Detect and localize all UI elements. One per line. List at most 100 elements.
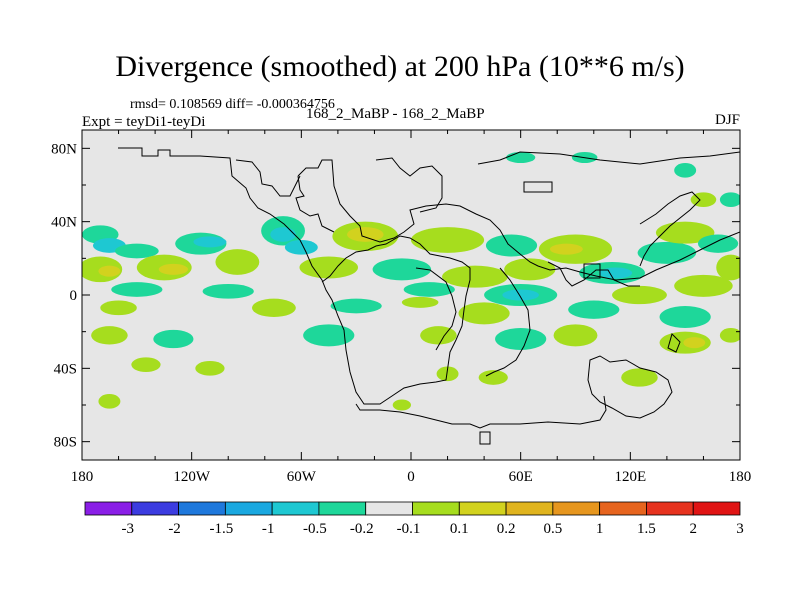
- divergence-region-11: [485, 234, 538, 257]
- colorbar-label: -1: [262, 521, 275, 537]
- colorbar-swatch: [505, 501, 554, 516]
- divergence-region-48: [553, 324, 598, 347]
- divergence-region-43: [91, 326, 128, 345]
- case-label: 168_2_MaBP - 168_2_MaBP: [306, 106, 485, 122]
- africa-west-outline: [415, 267, 457, 351]
- x-tick-label: 120W: [173, 469, 211, 485]
- colorbar-label: -3: [122, 521, 135, 537]
- canadian-archipelago-outline: [235, 159, 301, 197]
- chart-title: Divergence (smoothed) at 200 hPa (10**6 …: [115, 50, 685, 83]
- divergence-region-7: [284, 240, 318, 255]
- divergence-region-50: [683, 337, 706, 349]
- colorbar-swatch: [131, 501, 179, 516]
- indochina-outline: [583, 263, 601, 279]
- colorbar-label: -1.5: [209, 521, 233, 537]
- divergence-region-28: [599, 267, 633, 279]
- colorbar-label: -0.2: [350, 521, 374, 537]
- colorbar-swatch: [84, 501, 133, 516]
- new-guinea-outline: [667, 333, 681, 353]
- divergence-region-21: [158, 263, 189, 275]
- colorbar-swatch: [178, 501, 226, 516]
- divergence-region-52: [131, 357, 161, 372]
- divergence-region-15: [655, 221, 715, 244]
- colorbar-swatch: [692, 501, 741, 516]
- experiment-label: Expt = teyDi1-teyDi: [82, 114, 206, 130]
- divergence-region-58: [392, 399, 411, 411]
- colorbar-label: -0.5: [303, 521, 327, 537]
- divergence-region-32: [403, 282, 455, 297]
- divergence-region-55: [478, 370, 508, 385]
- colorbar-swatch: [599, 501, 647, 516]
- divergence-region-17: [716, 254, 740, 281]
- south-asia-outline: [547, 261, 640, 287]
- colorbar-label: 1: [596, 521, 604, 537]
- divergence-region-4: [193, 236, 227, 248]
- divergence-region-37: [251, 298, 296, 318]
- coastlines: [118, 147, 740, 445]
- colorbar-label: -0.1: [397, 521, 421, 537]
- x-tick-label: 60W: [287, 469, 317, 485]
- divergence-region-13: [549, 243, 583, 255]
- divergence-region-54: [621, 368, 658, 387]
- divergence-region-45: [303, 324, 355, 347]
- y-tick-label: 40S: [54, 361, 77, 377]
- divergence-region-56: [436, 366, 459, 382]
- australia-outline: [587, 355, 673, 419]
- season-label: DJF: [714, 112, 740, 128]
- divergence-region-34: [502, 289, 539, 301]
- divergence-region-25: [442, 265, 508, 288]
- colorbar-swatch: [365, 501, 413, 516]
- colorbar-swatch: [271, 501, 320, 516]
- africa-east-outline: [485, 267, 531, 377]
- antarctica-outline: [355, 395, 607, 429]
- divergence-region-30: [111, 282, 163, 297]
- divergence-region-57: [98, 394, 121, 409]
- colorbar-label: 0.1: [450, 521, 469, 537]
- divergence-region-39: [401, 296, 439, 308]
- divergence-region-42: [659, 306, 711, 328]
- colorbar-label: 0.5: [543, 521, 562, 537]
- east-asia-outline: [639, 191, 701, 267]
- divergence-region-26: [504, 258, 556, 281]
- divergence-region-22: [215, 249, 260, 275]
- divergence-region-31: [202, 284, 254, 299]
- x-axis: 180 120W 60W 0 60E 120E 180: [71, 130, 751, 485]
- arctic-coast-outline: [477, 151, 740, 165]
- y-tick-label: 80N: [51, 141, 77, 157]
- colorbar-label: -2: [168, 521, 181, 537]
- colorbar-label: 0.2: [497, 521, 516, 537]
- divergence-region-24: [372, 258, 432, 281]
- sea-outline: [523, 181, 553, 193]
- divergence-region-36: [100, 300, 137, 316]
- stats-label: rmsd= 0.108569 diff= -0.000364756: [130, 97, 335, 112]
- x-tick-label: 180: [71, 469, 94, 485]
- divergence-region-10: [411, 227, 485, 253]
- americas-outline: [118, 147, 471, 405]
- colorbar-swatch: [318, 501, 367, 516]
- divergence-region-59: [506, 152, 536, 163]
- divergence-region-9: [347, 227, 384, 242]
- divergence-region-29: [674, 274, 733, 297]
- x-tick-label: 120E: [614, 469, 646, 485]
- x-tick-label: 60E: [509, 469, 533, 485]
- colorbar-swatch: [552, 501, 601, 516]
- colorbar-label: 1.5: [637, 521, 656, 537]
- y-tick-label: 40N: [51, 215, 77, 231]
- north-america-east-outline: [295, 175, 335, 233]
- divergence-region-16: [697, 234, 739, 253]
- divergence-region-14: [637, 241, 697, 264]
- divergence-region-51: [719, 328, 740, 343]
- colorbar: -3 -2 -1.5 -1 -0.5 -0.2 -0.1 0.1 0.2 0.5 1 1.5 2 3: [84, 501, 744, 537]
- antarctic-island-outline: [479, 431, 491, 445]
- divergence-region-46: [420, 326, 457, 345]
- divergence-region-62: [719, 192, 740, 207]
- divergence-region-44: [153, 329, 194, 349]
- divergence-region-41: [568, 300, 620, 319]
- divergence-region-2: [114, 243, 159, 259]
- colorbar-swatch: [458, 501, 507, 516]
- greenland-outline: [375, 157, 443, 213]
- divergence-region-61: [674, 163, 697, 178]
- colorbar-swatch: [224, 501, 273, 516]
- colorbar-label: 3: [736, 521, 744, 537]
